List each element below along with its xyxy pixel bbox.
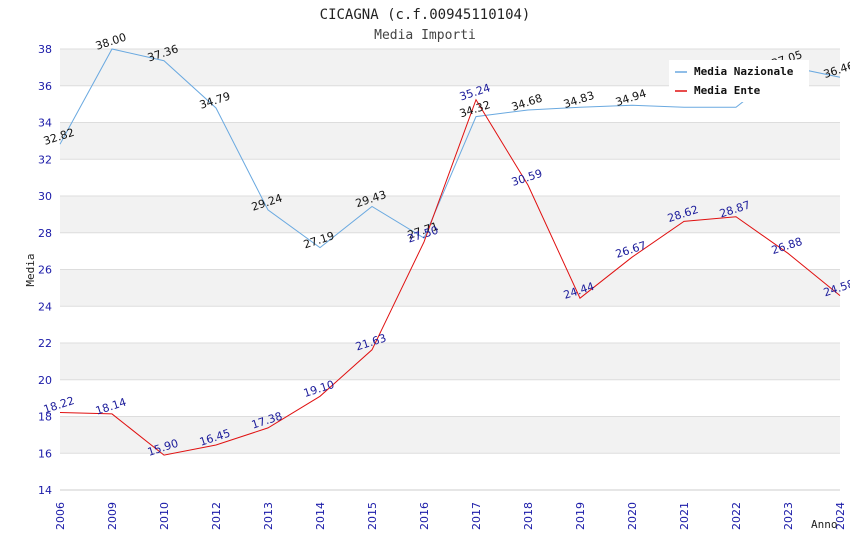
grid-bands <box>60 49 840 490</box>
x-tick-label: 2017 <box>470 502 483 530</box>
y-tick-label: 14 <box>38 484 52 497</box>
x-tick-label: 2020 <box>626 502 639 530</box>
x-tick-label: 2014 <box>314 502 327 530</box>
y-tick-label: 24 <box>38 300 52 313</box>
series-line-media-ente <box>59 98 841 456</box>
grid-band <box>60 232 840 270</box>
x-axis-ticks: 2006 2009 2010 2012 2013 2014 2015 2016 2017 2018… <box>54 502 847 530</box>
y-tick-label: 36 <box>38 80 52 93</box>
x-tick-label: 2021 <box>678 502 691 530</box>
y-tick-label: 38 <box>38 43 52 56</box>
y-tick-label: 20 <box>38 374 52 387</box>
x-tick-label: 2009 <box>106 502 119 530</box>
x-tick-label: 2023 <box>782 502 795 530</box>
grid-band <box>60 379 840 417</box>
y-tick-label: 22 <box>38 337 52 350</box>
y-tick-label: 18 <box>38 411 52 424</box>
x-axis-label: Anno <box>811 518 838 531</box>
grid-band <box>60 453 840 490</box>
grid-band <box>60 416 840 454</box>
x-tick-label: 2019 <box>574 502 587 530</box>
legend-label-media-nazionale: Media Nazionale <box>694 65 794 78</box>
series-lines <box>59 48 841 456</box>
legend: Media Nazionale Media Ente <box>669 60 809 102</box>
y-axis-ticks: 14 16 18 20 22 24 26 28 30 32 34 36 38 <box>38 43 52 497</box>
grid-band <box>60 343 840 380</box>
legend-label-media-ente: Media Ente <box>694 84 761 97</box>
y-tick-label: 16 <box>38 447 52 460</box>
x-tick-label: 2018 <box>522 502 535 530</box>
legend-box <box>669 60 809 102</box>
grid-lines <box>60 48 840 491</box>
grid-band <box>60 269 840 307</box>
grid-band <box>60 122 840 160</box>
y-tick-label: 34 <box>38 117 52 130</box>
chart-subtitle: Media Importi <box>374 28 476 43</box>
x-tick-label: 2015 <box>366 502 379 530</box>
x-tick-label: 2012 <box>210 502 223 530</box>
x-tick-label: 2016 <box>418 502 431 530</box>
grid-band <box>60 306 840 343</box>
x-tick-label: 2010 <box>158 502 171 530</box>
y-tick-label: 32 <box>38 153 52 166</box>
y-tick-label: 28 <box>38 227 52 240</box>
x-tick-label: 2024 <box>834 502 847 530</box>
chart-title: CICAGNA (c.f.00945110104) <box>320 7 531 23</box>
y-tick-label: 26 <box>38 264 52 277</box>
x-tick-label: 2006 <box>54 502 67 530</box>
grid-band <box>60 196 840 233</box>
series-line-media-nazionale <box>59 48 841 249</box>
x-tick-label: 2013 <box>262 502 275 530</box>
x-tick-label: 2022 <box>730 502 743 530</box>
y-tick-label: 30 <box>38 190 52 203</box>
y-axis-label: Media <box>24 253 37 286</box>
